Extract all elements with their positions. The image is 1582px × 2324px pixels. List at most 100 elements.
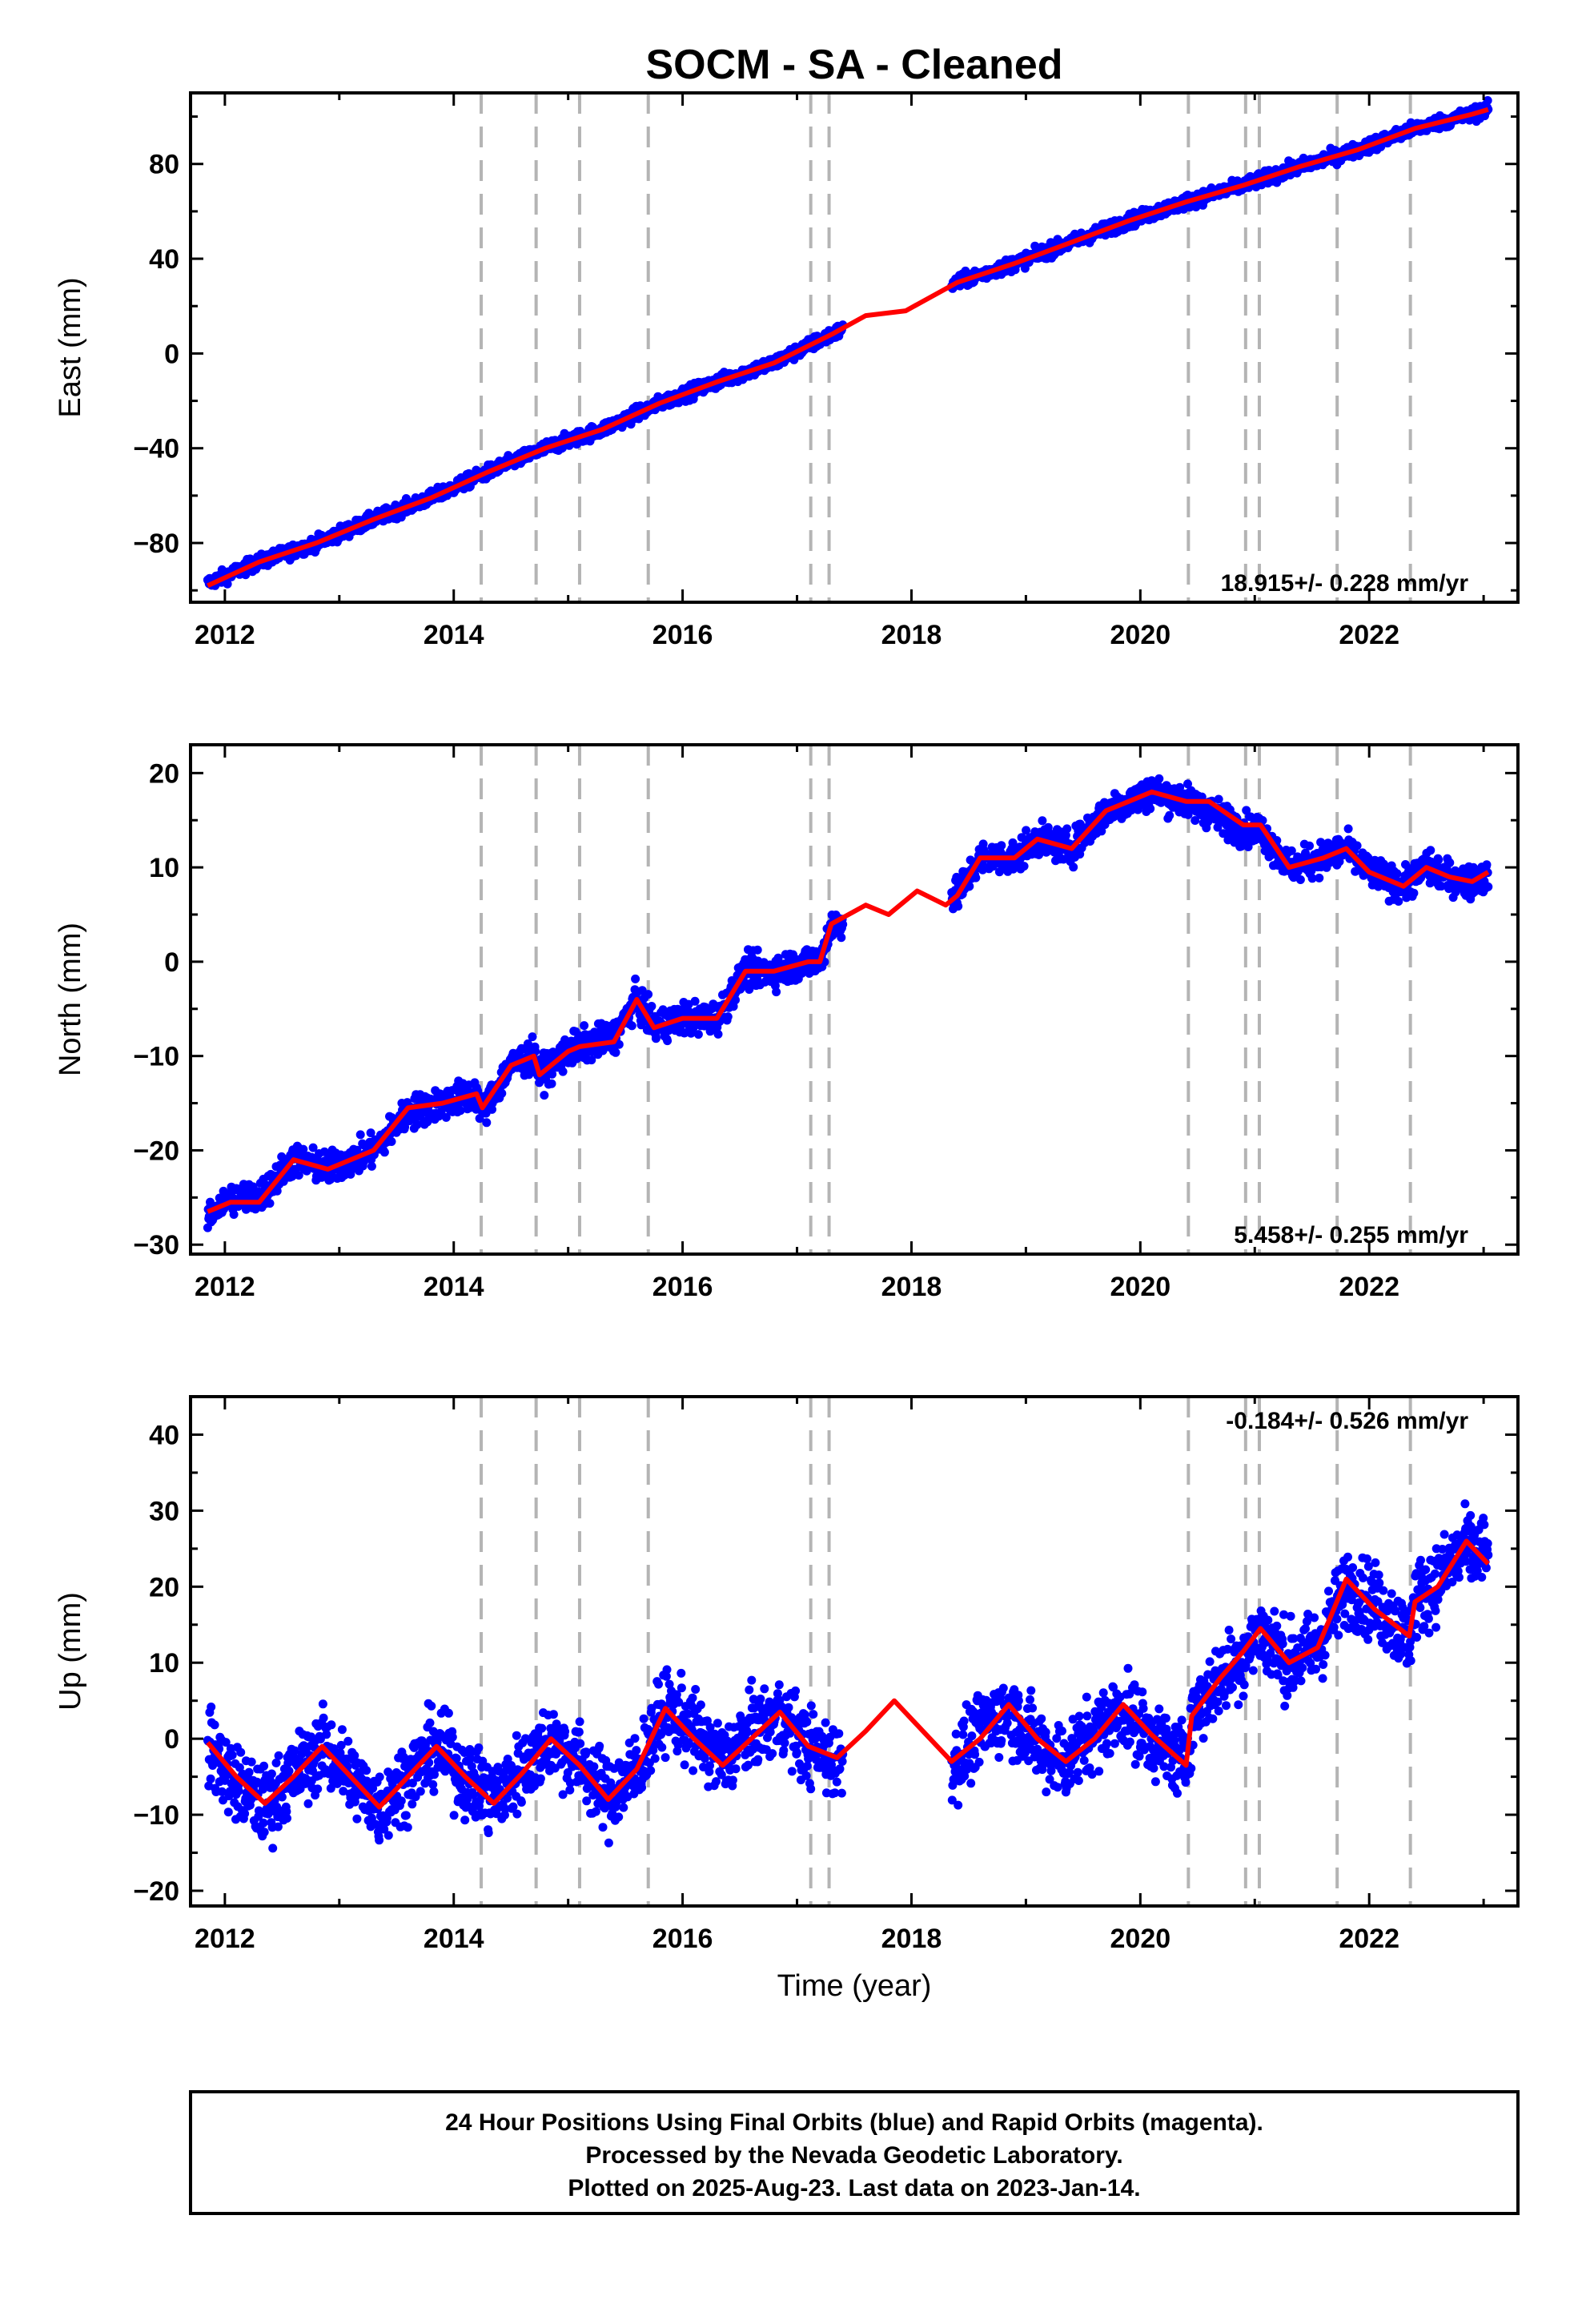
data-point (1146, 804, 1155, 814)
y-tick-label: 0 (164, 339, 179, 369)
data-point (236, 1747, 246, 1757)
data-point (456, 1106, 465, 1116)
x-axis: 2012 2014 2016 2018 2020 2022 (195, 93, 1485, 650)
data-point (1154, 774, 1164, 783)
offset-lines (480, 1397, 1412, 1906)
data-point (229, 1210, 239, 1219)
data-point (690, 996, 700, 1006)
x-tick-label: 2014 (424, 620, 484, 650)
data-point (723, 1012, 733, 1022)
y-tick-label: −10 (133, 1042, 179, 1072)
data-point (838, 919, 848, 929)
x-tick-label: 2016 (652, 620, 713, 650)
data-point (587, 1055, 596, 1065)
x-tick-label: 2012 (195, 1272, 255, 1302)
data-point (1394, 897, 1403, 906)
data-point (954, 902, 963, 911)
plot-frame (189, 743, 1520, 1256)
y-tick-label: −40 (133, 434, 179, 464)
data-point (1307, 874, 1317, 883)
data-point (1392, 869, 1402, 879)
data-point (272, 1186, 282, 1196)
x-tick-label: 2022 (1339, 1272, 1399, 1302)
data-point (965, 882, 974, 891)
data-point (651, 1034, 661, 1043)
data-point (221, 1738, 231, 1747)
data-point (482, 1118, 492, 1128)
data-point (1483, 96, 1492, 105)
data-point (265, 1199, 275, 1208)
data-point (210, 1720, 219, 1730)
data-point (731, 995, 740, 1005)
data-point (206, 1774, 215, 1783)
data-point (1287, 846, 1296, 855)
x-tick-label: 2020 (1110, 620, 1171, 650)
data-point (580, 1021, 589, 1031)
y-tick-label: −30 (133, 1230, 179, 1261)
data-point (1343, 824, 1353, 834)
data-point (540, 1091, 549, 1100)
data-point (531, 1047, 540, 1056)
data-point (355, 1130, 365, 1140)
data-point (753, 945, 762, 955)
y-tick-label: 80 (149, 150, 179, 180)
data-point (644, 990, 653, 999)
y-tick-label: 20 (149, 758, 179, 789)
x-tick-label: 2018 (881, 620, 942, 650)
data-point (234, 1786, 243, 1795)
data-point (1315, 873, 1324, 883)
rate-label: 18.915+/- 0.228 mm/yr (1221, 570, 1469, 597)
data-point (308, 1143, 318, 1152)
data-point (299, 1144, 308, 1154)
y-tick-label: 10 (149, 853, 179, 883)
data-point (387, 1137, 396, 1146)
data-point (497, 1088, 507, 1098)
data-point (631, 974, 640, 983)
y-tick-label: 0 (164, 947, 179, 978)
data-point (1436, 882, 1446, 891)
x-tick-label: 2012 (195, 620, 255, 650)
model-line (207, 107, 1489, 589)
data-point (773, 953, 783, 963)
data-point (1069, 862, 1078, 872)
data-point (1305, 841, 1314, 850)
data-point (207, 1703, 216, 1711)
data-point (441, 1112, 451, 1122)
north-panel: 2012 2014 2016 2018 2020 2022−30−20−1001020No… (54, 743, 1520, 1302)
data-point (1295, 875, 1305, 884)
data-point (1426, 846, 1435, 855)
data-point (367, 1161, 376, 1171)
x-tick-label: 2020 (1110, 1272, 1171, 1302)
data-point (1409, 888, 1419, 898)
data-point (727, 976, 737, 985)
data-point (611, 1047, 620, 1057)
data-point (837, 933, 846, 943)
final-orbit-points (203, 96, 1493, 590)
y-axis-label: East (mm) (54, 277, 87, 417)
data-point (663, 1036, 673, 1046)
data-point (346, 1169, 355, 1179)
data-point (223, 1807, 233, 1817)
data-point (366, 1128, 375, 1138)
data-point (713, 1029, 723, 1039)
data-point (488, 1104, 496, 1114)
final-orbit-points (203, 1499, 1493, 1853)
data-point (1062, 824, 1072, 834)
data-point (294, 1171, 303, 1180)
y-tick-label: −20 (133, 1136, 179, 1166)
data-point (614, 1039, 624, 1049)
data-point (319, 1147, 329, 1156)
data-point (1482, 860, 1492, 870)
data-point (997, 841, 1006, 850)
final-orbit-points (203, 774, 1493, 1232)
rate-label: 5.458+/- 0.255 mm/yr (1234, 1222, 1468, 1248)
data-point (223, 579, 232, 589)
x-tick-label: 2014 (424, 1272, 484, 1302)
data-point (1191, 816, 1200, 825)
data-point (994, 867, 1004, 877)
data-point (1097, 826, 1106, 836)
chart-title: SOCM - SA - Cleaned (645, 42, 1062, 88)
data-point (547, 1079, 556, 1088)
data-point (379, 1148, 389, 1157)
